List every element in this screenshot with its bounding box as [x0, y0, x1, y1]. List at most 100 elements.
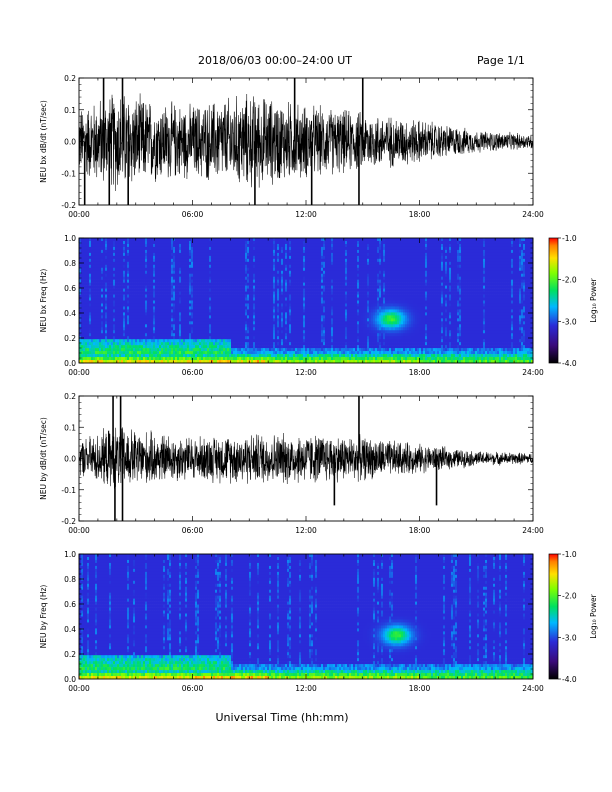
heatmap-cell — [271, 342, 273, 345]
heatmap-cell — [217, 315, 219, 318]
heatmap-cell — [117, 327, 119, 330]
heatmap-cell — [135, 327, 137, 330]
heatmap-cell — [187, 327, 189, 330]
heatmap-cell — [249, 286, 251, 289]
heatmap-cell — [189, 295, 191, 298]
heatmap-cell — [297, 348, 299, 351]
heatmap-cell — [107, 247, 109, 250]
heatmap-cell — [175, 238, 177, 241]
heatmap-cell — [189, 306, 191, 309]
heatmap-cell — [89, 256, 91, 259]
heatmap-cell — [305, 330, 307, 333]
heatmap-cell — [271, 271, 273, 274]
heatmap-cell — [303, 348, 305, 351]
heatmap-cell — [281, 354, 283, 357]
heatmap-cell — [211, 336, 213, 339]
heatmap-cell — [279, 321, 281, 324]
heatmap-cell — [261, 324, 263, 327]
heatmap-cell — [233, 324, 235, 327]
heatmap-cell — [113, 238, 115, 241]
heatmap-cell — [147, 283, 149, 286]
heatmap-cell — [207, 274, 209, 277]
heatmap-cell — [183, 339, 185, 342]
heatmap-cell — [301, 256, 303, 259]
heatmap-cell — [137, 244, 139, 247]
heatmap-cell — [153, 286, 155, 289]
heatmap-cell — [99, 244, 101, 247]
heatmap-cell — [283, 309, 285, 312]
heatmap-cell — [93, 271, 95, 274]
heatmap-cell — [235, 241, 237, 244]
heatmap-cell — [135, 256, 137, 259]
heatmap-cell — [117, 318, 119, 321]
heatmap-cell — [181, 306, 183, 309]
heatmap-cell — [195, 348, 197, 351]
heatmap-cell — [195, 259, 197, 262]
heatmap-cell — [171, 280, 173, 283]
heatmap-cell — [213, 271, 215, 274]
heatmap-cell — [141, 256, 143, 259]
heatmap-cell — [221, 289, 223, 292]
heatmap-cell — [115, 342, 117, 345]
heatmap-cell — [123, 244, 125, 247]
heatmap-cell — [181, 336, 183, 339]
heatmap-cell — [167, 289, 169, 292]
heatmap-cell — [143, 318, 145, 321]
heatmap-cell — [149, 312, 151, 315]
heatmap-cell — [85, 345, 87, 348]
heatmap-cell — [307, 333, 309, 336]
heatmap-cell — [183, 283, 185, 286]
heatmap-cell — [241, 268, 243, 271]
heatmap-cell — [225, 312, 227, 315]
heatmap-cell — [183, 292, 185, 295]
heatmap-cell — [295, 327, 297, 330]
heatmap-cell — [83, 357, 85, 360]
heatmap-cell — [143, 348, 145, 351]
heatmap-cell — [99, 289, 101, 292]
heatmap-cell — [299, 333, 301, 336]
heatmap-cell — [161, 238, 163, 241]
heatmap-cell — [263, 357, 265, 360]
heatmap-cell — [83, 333, 85, 336]
heatmap-cell — [269, 342, 271, 345]
heatmap-cell — [217, 244, 219, 247]
heatmap-cell — [287, 298, 289, 301]
heatmap-cell — [305, 303, 307, 306]
heatmap-cell — [107, 336, 109, 339]
heatmap-cell — [223, 298, 225, 301]
heatmap-cell — [273, 259, 275, 262]
heatmap-cell — [303, 301, 305, 304]
heatmap-cell — [105, 292, 107, 295]
heatmap-cell — [135, 280, 137, 283]
heatmap-cell — [131, 283, 133, 286]
heatmap-cell — [273, 277, 275, 280]
heatmap-cell — [183, 247, 185, 250]
heatmap-cell — [223, 259, 225, 262]
heatmap-cell — [301, 324, 303, 327]
heatmap-cell — [297, 321, 299, 324]
heatmap-cell — [119, 312, 121, 315]
heatmap-cell — [161, 315, 163, 318]
heatmap-cell — [251, 274, 253, 277]
heatmap-cell — [277, 283, 279, 286]
heatmap-cell — [227, 339, 229, 342]
heatmap-cell — [215, 277, 217, 280]
heatmap-cell — [105, 354, 107, 357]
heatmap-cell — [97, 318, 99, 321]
heatmap-cell — [85, 259, 87, 262]
heatmap-cell — [121, 268, 123, 271]
heatmap-cell — [81, 295, 83, 298]
heatmap-cell — [149, 274, 151, 277]
heatmap-cell — [131, 315, 133, 318]
heatmap-cell — [125, 339, 127, 342]
heatmap-cell — [187, 238, 189, 241]
heatmap-cell — [273, 265, 275, 268]
heatmap-cell — [145, 348, 147, 351]
heatmap-cell — [93, 306, 95, 309]
heatmap-cell — [161, 324, 163, 327]
heatmap-cell — [209, 342, 211, 345]
heatmap-cell — [239, 318, 241, 321]
heatmap-cell — [269, 354, 271, 357]
heatmap-cell — [269, 321, 271, 324]
heatmap-cell — [233, 265, 235, 268]
